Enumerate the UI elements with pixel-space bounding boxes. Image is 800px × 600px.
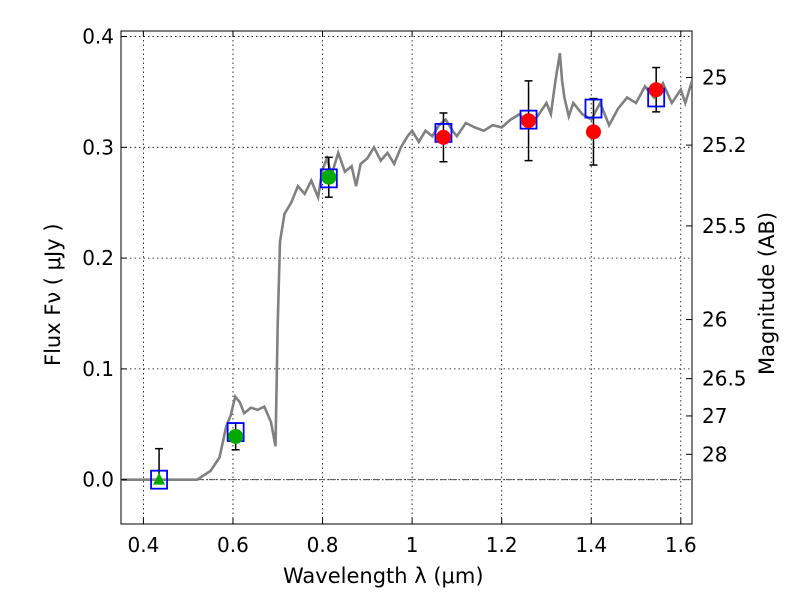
y-axis-label: Flux Fν ( μJy ) bbox=[41, 223, 65, 366]
observed-point-red bbox=[521, 113, 537, 129]
x-tick-label: 0.8 bbox=[307, 533, 339, 557]
model-spectrum-line bbox=[121, 52, 692, 482]
model-photometry-square bbox=[584, 98, 603, 119]
mag-tick-label: 26.5 bbox=[702, 367, 747, 391]
series-layer bbox=[121, 52, 692, 490]
model-photometry-square bbox=[150, 469, 168, 490]
ticks: 0.4 0.6 0.8 1 1.2 1.4 1.6 0.0 0.1 0.2 0.3 0.4 25 25.2… bbox=[82, 25, 746, 557]
x-tick-label: 1 bbox=[406, 533, 419, 557]
y2-axis-label: Magnitude (AB) bbox=[755, 212, 779, 375]
model-photometry-square bbox=[519, 109, 538, 130]
x-tick-label: 0.4 bbox=[127, 533, 159, 557]
x-tick-label: 0.6 bbox=[217, 533, 249, 557]
y-tick-label: 0.3 bbox=[82, 135, 114, 159]
mag-tick-label: 27 bbox=[702, 404, 727, 428]
y-tick-label: 0.1 bbox=[82, 357, 114, 381]
x-tick-label: 1.6 bbox=[665, 533, 697, 557]
x-axis-label: Wavelength λ (μm) bbox=[283, 564, 484, 588]
y-tick-label: 0.0 bbox=[82, 468, 114, 492]
x-tick-label: 1.2 bbox=[486, 533, 518, 557]
upper-limit-triangle bbox=[153, 472, 166, 485]
y2-axis-label-text: Magnitude (AB) bbox=[755, 212, 779, 375]
mag-tick-label: 25.5 bbox=[702, 214, 747, 238]
plot-area: 0.4 0.6 0.8 1 1.2 1.4 1.6 0.0 0.1 0.2 0.3 0.4 25 25.2… bbox=[82, 25, 746, 557]
observed-point-green bbox=[228, 428, 244, 444]
mag-tick-label: 25.2 bbox=[702, 133, 747, 157]
x-tick-label: 1.4 bbox=[575, 533, 607, 557]
mag-tick-label: 26 bbox=[702, 308, 727, 332]
model-photometry-square bbox=[319, 168, 338, 189]
y-tick-label: 0.4 bbox=[82, 25, 114, 49]
observed-point-red bbox=[435, 129, 451, 145]
observed-point-red bbox=[585, 124, 601, 140]
mag-tick-label: 28 bbox=[702, 442, 727, 466]
plot-frame bbox=[120, 30, 693, 525]
y-axis-label-text: Flux Fν ( μJy ) bbox=[41, 223, 65, 366]
observed-point-green bbox=[321, 169, 337, 185]
x-axis-label-text: Wavelength λ (μm) bbox=[283, 564, 484, 588]
mag-tick-label: 25 bbox=[702, 65, 727, 89]
y-tick-label: 0.2 bbox=[82, 246, 114, 270]
observed-point-red bbox=[648, 82, 664, 98]
